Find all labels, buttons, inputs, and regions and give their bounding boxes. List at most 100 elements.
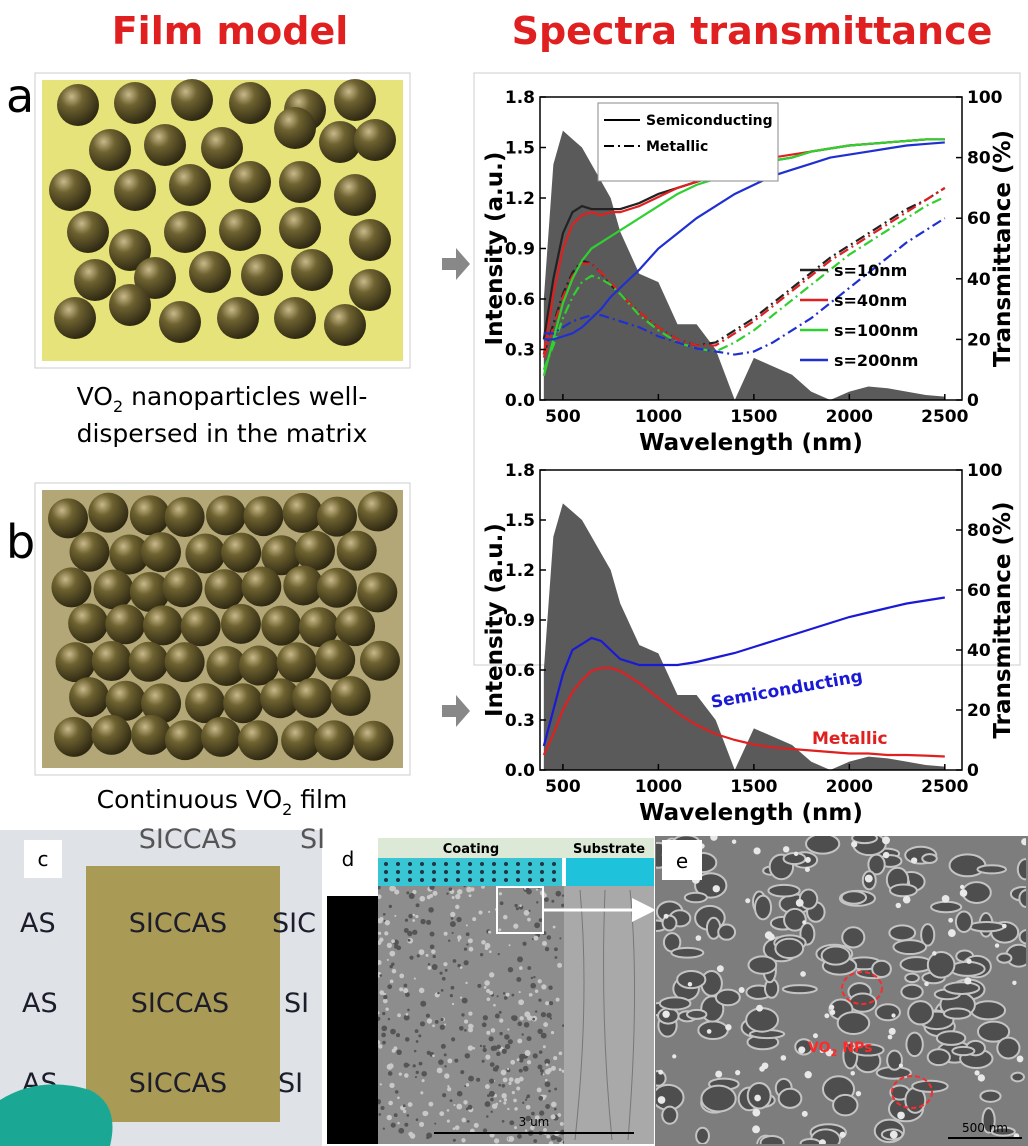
grain [440, 1017, 444, 1022]
nanoparticles [49, 79, 396, 346]
grain [524, 1129, 528, 1132]
particle [891, 1013, 896, 1018]
scheme-dot [480, 870, 484, 874]
pore [951, 1045, 976, 1057]
x-tick-label: 1000 [635, 407, 682, 427]
particle [889, 1130, 898, 1139]
pore [920, 923, 936, 947]
grain [457, 935, 462, 940]
scheme-dot [444, 862, 448, 866]
particle [798, 1046, 806, 1054]
grain [431, 964, 438, 970]
grain [486, 1030, 491, 1035]
grain [402, 1104, 406, 1108]
grain [427, 963, 431, 966]
grain [516, 1058, 520, 1062]
pore [996, 952, 1013, 964]
grain [465, 1107, 469, 1111]
grain [386, 1063, 393, 1070]
grain [405, 1013, 409, 1016]
nanoparticle [274, 297, 316, 339]
grain [379, 990, 385, 996]
grain [549, 1001, 554, 1006]
photo-text: SI [300, 824, 325, 855]
grain [425, 953, 429, 957]
pore [930, 900, 963, 914]
particle [897, 1111, 905, 1120]
grain [384, 931, 389, 936]
particle [948, 917, 954, 923]
y2-axis-label: Transmittance (%) [990, 130, 1016, 367]
grain [548, 1141, 554, 1144]
pore [990, 1126, 1016, 1137]
series-line [543, 217, 946, 356]
pore [888, 883, 918, 898]
grain [382, 1011, 386, 1016]
particle [802, 920, 807, 925]
grain [383, 994, 388, 1000]
particle [800, 971, 806, 977]
grain [468, 946, 474, 952]
particle [864, 874, 873, 883]
grain [454, 1125, 460, 1130]
grain [553, 1055, 558, 1061]
scheme-dot [396, 870, 400, 874]
grain [397, 1096, 400, 1100]
pore [900, 983, 924, 1000]
grain [434, 1019, 439, 1024]
grain [468, 1023, 473, 1029]
grain [468, 1011, 473, 1016]
grain [382, 1127, 386, 1130]
grain [386, 958, 389, 961]
nanoparticle [220, 603, 261, 644]
grain [561, 1069, 565, 1073]
particle [801, 1110, 808, 1117]
scheme-dot [492, 862, 496, 866]
pore [836, 1011, 871, 1035]
grain [455, 904, 460, 910]
grain [402, 1109, 407, 1114]
grain [521, 1033, 524, 1036]
grain [543, 1022, 549, 1027]
particle [966, 958, 972, 964]
grain [489, 990, 494, 995]
grain [419, 1121, 425, 1127]
nanoparticle [67, 211, 109, 253]
scheme-dot [504, 878, 508, 882]
pore [805, 836, 841, 855]
y-tick-label: 1.5 [505, 511, 535, 531]
grain [522, 1101, 525, 1104]
series-line [542, 186, 946, 355]
grain [439, 1111, 445, 1117]
grain [431, 949, 436, 954]
x-tick-label: 500 [545, 407, 581, 427]
grain [443, 1053, 447, 1057]
grain [532, 1053, 538, 1059]
particle [767, 933, 775, 941]
x-axis-label: Wavelength (nm) [639, 430, 863, 456]
y-axis-label: Intensity (a.u.) [482, 523, 508, 717]
grain [461, 1117, 467, 1123]
pore [783, 907, 807, 932]
nanoparticle [276, 642, 317, 683]
grain [522, 1065, 529, 1072]
scheme-dot [552, 862, 556, 866]
scheme-dot [408, 870, 412, 874]
grain [455, 893, 461, 900]
particle [932, 951, 937, 956]
nanoparticle [282, 492, 323, 533]
grain [468, 894, 472, 898]
particle [657, 1096, 666, 1104]
pore [943, 981, 981, 995]
nanoparticle [49, 169, 91, 211]
nanoparticle [114, 82, 156, 124]
nanoparticle [334, 79, 376, 121]
grain [557, 1113, 562, 1117]
nanoparticle [316, 496, 357, 537]
grain [452, 959, 457, 963]
grain [500, 1069, 507, 1076]
grain [466, 943, 469, 946]
grain [546, 935, 552, 940]
arrow [442, 695, 470, 727]
grain [394, 889, 400, 895]
